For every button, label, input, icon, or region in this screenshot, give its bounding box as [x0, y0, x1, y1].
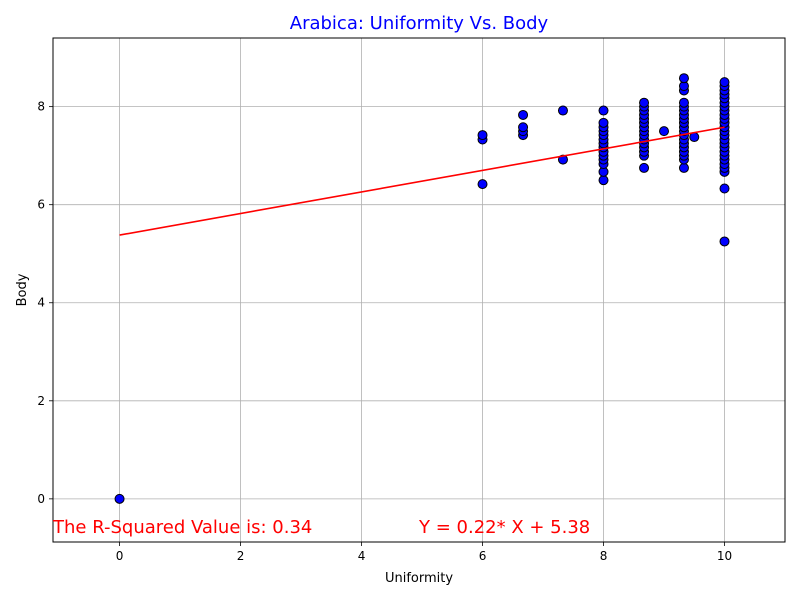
x-tick-label: 0	[116, 549, 124, 563]
x-tick-label: 8	[600, 549, 608, 563]
data-point	[678, 97, 689, 108]
data-point	[477, 179, 488, 190]
data-point	[659, 126, 670, 137]
y-tick-label: 2	[37, 394, 45, 408]
y-axis-label: Body	[15, 273, 30, 306]
data-point	[639, 162, 650, 173]
axes: 0 2 4 6 8 10 0 2 4 6 8	[37, 100, 732, 563]
x-tick-label: 6	[479, 549, 487, 563]
grid-lines	[53, 38, 785, 542]
data-point	[719, 236, 730, 247]
data-point	[598, 105, 609, 116]
regression-equation-annotation: Y = 0.22* X + 5.38	[418, 517, 590, 538]
data-point	[557, 154, 568, 165]
data-points	[114, 73, 730, 504]
data-point	[598, 117, 609, 128]
y-tick-label: 8	[37, 100, 45, 114]
data-point	[557, 105, 568, 116]
y-tick-label: 4	[37, 296, 45, 310]
data-point	[114, 493, 125, 504]
data-point	[477, 130, 488, 141]
data-point	[598, 175, 609, 186]
x-tick-label: 2	[237, 549, 245, 563]
fit-line	[119, 126, 725, 236]
regression-line	[119, 126, 725, 236]
y-tick-label: 0	[37, 492, 45, 506]
chart-title: Arabica: Uniformity Vs. Body	[290, 13, 549, 34]
data-point	[719, 77, 730, 88]
r-squared-annotation: The R-Squared Value is: 0.34	[52, 517, 312, 538]
plot-area-frame	[52, 37, 786, 543]
data-point	[678, 73, 689, 84]
x-tick-label: 10	[717, 549, 732, 563]
data-point	[678, 162, 689, 173]
data-point	[639, 97, 650, 108]
data-point	[518, 109, 529, 120]
y-tick-label: 6	[37, 198, 45, 212]
x-tick-label: 4	[358, 549, 366, 563]
data-point	[719, 183, 730, 194]
data-point	[518, 122, 529, 133]
x-axis-label: Uniformity	[385, 571, 453, 586]
